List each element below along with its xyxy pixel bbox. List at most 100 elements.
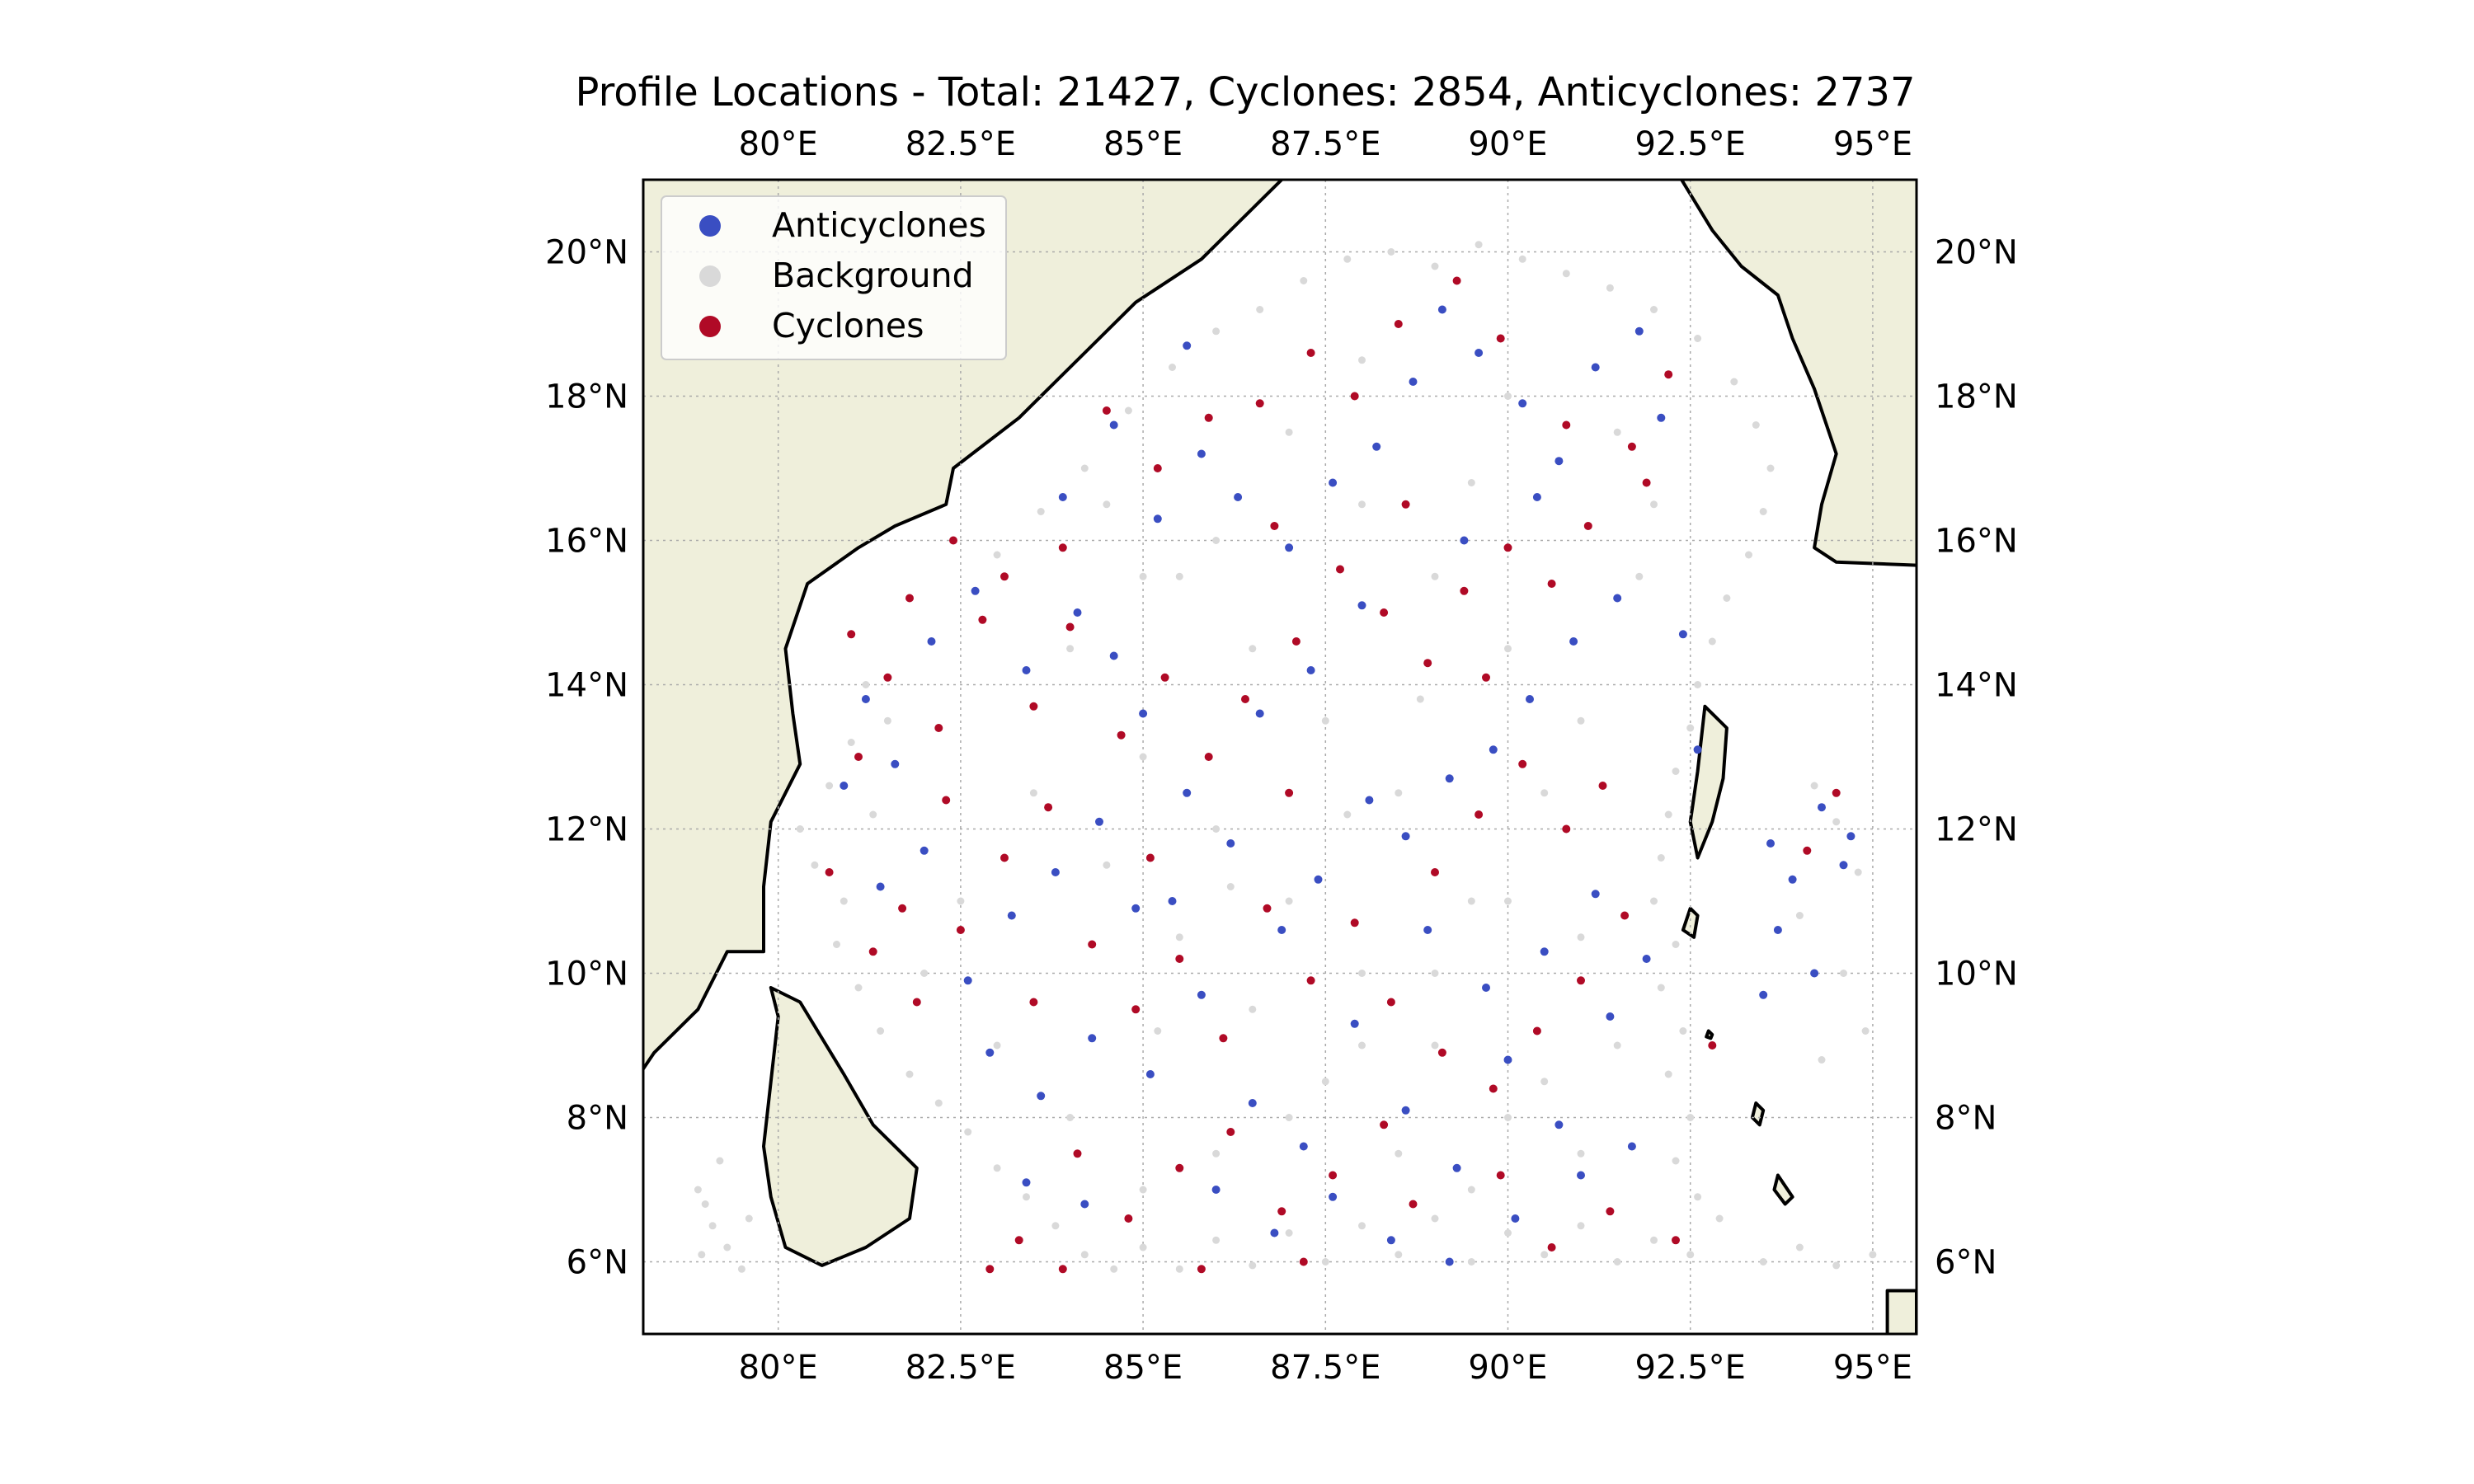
point-cyclones [1241,695,1249,703]
lon-ticks-top: 80°E 82.5°E 85°E 87.5°E 90°E 92.5°E 95°E [739,125,1912,163]
point-anticyclones [1460,536,1469,545]
point-background [1540,1251,1549,1259]
point-background [701,1200,709,1208]
point-cyclones [883,673,892,682]
legend-box [661,195,1007,360]
point-cyclones [1299,1257,1308,1266]
point-anticyclones [1518,399,1527,408]
point-background [745,1214,753,1223]
point-background [1613,1041,1621,1050]
andaman-islands [1688,704,1729,860]
lat-tick-label-right: 12°N [1935,811,2018,849]
point-cyclones [1336,565,1344,574]
point-background [1358,1222,1366,1230]
point-anticyclones [1255,709,1264,718]
point-anticyclones [1503,1055,1512,1064]
point-background [1650,897,1658,905]
point-cyclones [1423,659,1432,668]
point-cyclones [956,926,965,934]
point-cyclones [1014,1236,1023,1245]
point-anticyclones [1058,493,1067,501]
point-anticyclones [1095,817,1103,826]
point-background [1175,933,1183,942]
point-anticyclones [1139,709,1148,718]
lat-tick-label-left: 10°N [545,956,628,993]
point-background [1672,941,1680,948]
point-anticyclones [1554,1120,1564,1129]
point-background [1175,1265,1183,1273]
point-cyclones [1642,478,1651,487]
point-background [1037,508,1045,515]
point-background [1832,818,1841,826]
point-background [1745,551,1752,559]
point-background [737,1265,745,1273]
point-background [1358,500,1366,509]
point-anticyclones [1350,1019,1359,1028]
point-background [1613,1258,1621,1266]
point-anticyclones [1197,990,1206,999]
point-cyclones [1306,976,1315,985]
lat-tick-label-left: 14°N [545,667,628,705]
point-anticyclones [1299,1142,1308,1151]
point-background [934,1099,943,1107]
point-cyclones [1401,500,1410,509]
point-cyclones [1562,420,1571,430]
sri-lanka [762,986,919,1267]
point-background [1080,1251,1089,1259]
point-background [1249,645,1257,653]
point-background [1387,248,1395,256]
point-anticyclones [1226,839,1235,848]
point-anticyclones [1693,745,1702,754]
point-cyclones [1065,622,1075,632]
point-anticyclones [1554,457,1564,466]
point-background [1343,810,1352,819]
point-background [1467,479,1475,486]
point-cyclones [1175,955,1184,963]
point-anticyclones [1678,630,1687,639]
point-cyclones [1263,904,1272,913]
myanmar-landmass [1679,180,1917,567]
series-background [694,241,1877,1273]
point-background [1766,464,1775,472]
point-background [1504,392,1512,400]
point-background [1562,270,1570,278]
point-cyclones [1496,334,1505,343]
point-cyclones [1044,803,1053,812]
point-anticyclones [1613,594,1622,603]
point-anticyclones [1329,1192,1338,1201]
point-background [1518,255,1526,263]
point-anticyclones [1314,875,1323,884]
point-cyclones [1029,998,1038,1007]
point-anticyclones [1532,493,1541,501]
point-background [1285,428,1293,436]
lon-tick-label-bottom: 85°E [1103,1349,1183,1387]
point-background [1139,572,1147,580]
point-cyclones [1627,442,1636,451]
point-anticyclones [1540,947,1549,956]
point-anticyclones [1634,326,1644,336]
point-anticyclones [1591,363,1600,372]
point-background [920,970,929,977]
point-anticyclones [1759,990,1768,999]
point-cyclones [1664,370,1673,379]
point-background [1169,364,1176,371]
point-background [1110,1265,1118,1273]
point-background [1832,1261,1841,1270]
point-background [1212,327,1221,336]
point-background [1708,637,1716,646]
point-anticyclones [1088,1034,1097,1043]
point-background [1504,1229,1512,1237]
sumatra-tip [1885,1289,1917,1334]
point-background [877,1027,885,1035]
point-cyclones [1437,1048,1446,1057]
point-cyclones [934,724,943,732]
point-cyclones [1131,1005,1141,1014]
point-background [1650,306,1658,313]
point-background [716,1157,724,1165]
point-cyclones [1160,673,1169,682]
lat-tick-label-left: 18°N [545,378,628,416]
point-anticyclones [1818,803,1826,812]
point-anticyclones [1627,1142,1636,1151]
point-background [1358,1041,1366,1050]
point-anticyclones [1577,1171,1585,1180]
